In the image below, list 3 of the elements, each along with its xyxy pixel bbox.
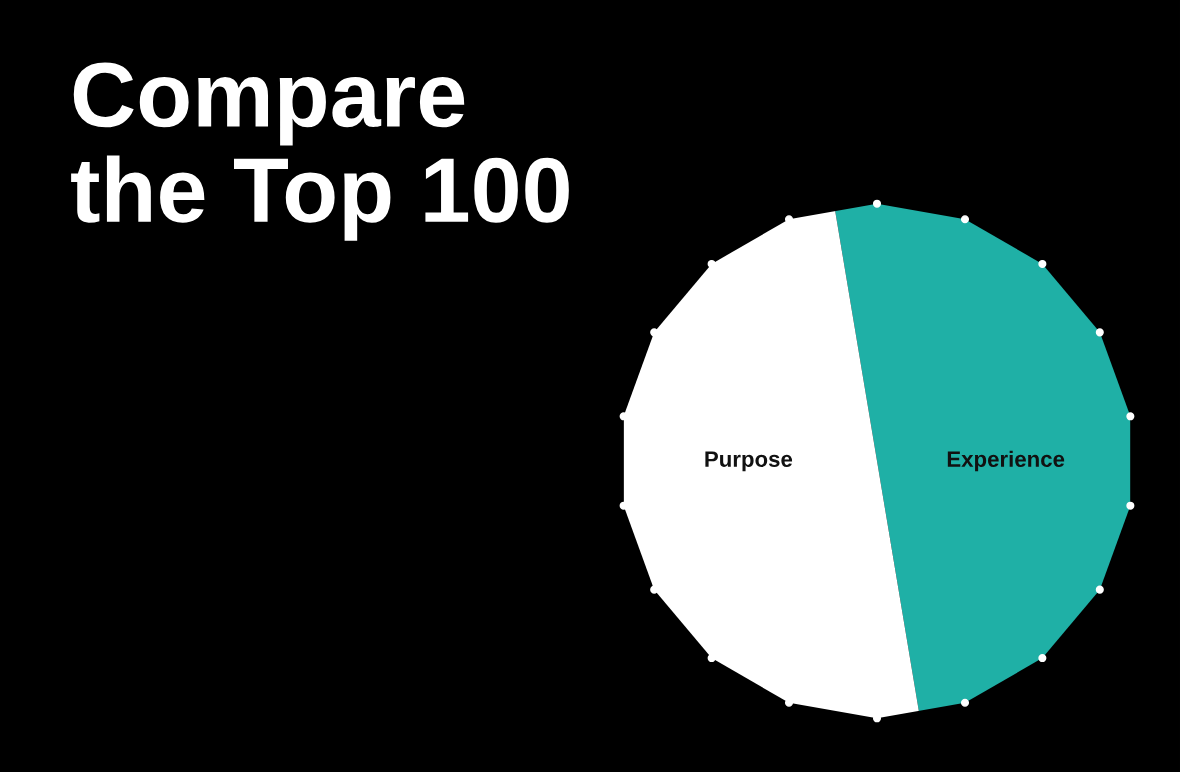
chart-title: Compare the Top 100 xyxy=(71,62,569,241)
slice-label: Experience xyxy=(947,450,1065,472)
slice-label: Purpose xyxy=(705,451,793,472)
